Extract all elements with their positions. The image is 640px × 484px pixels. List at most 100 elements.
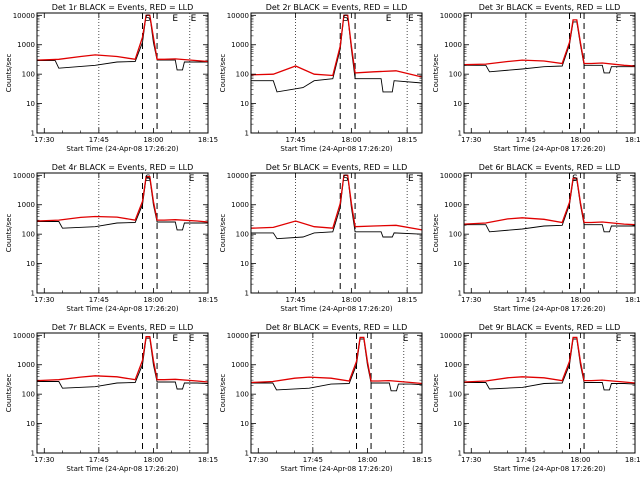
y-tick-label: 10000 [13,332,35,340]
y-tick-label: 1 [458,290,462,298]
x-axis-label: Start Time (24-Apr-08 17:26:20) [280,145,392,153]
x-tick-label: 18:15 [397,296,417,304]
y-tick-label: 10 [453,100,462,108]
y-tick-label: 10000 [13,172,35,180]
marker-s-1: S [572,174,578,184]
marker-s-1: S [343,14,349,24]
x-axis-label: Start Time (24-Apr-08 17:26:20) [280,465,392,473]
x-tick-label: 17:30 [461,136,481,144]
series-lld-line [463,19,636,67]
x-axis-label: Start Time (24-Apr-08 17:26:20) [66,465,178,473]
y-tick-label: 1 [31,290,35,298]
series-events-line [251,174,423,240]
series-lld-line [463,336,636,384]
y-axis-label: Counts/sec [432,54,440,93]
y-tick-label: 10000 [227,12,249,20]
x-axis-label: Start Time (24-Apr-08 17:26:20) [280,305,392,313]
x-tick-label: 17:30 [34,296,54,304]
x-axis-label: Start Time (24-Apr-08 17:26:20) [66,305,178,313]
marker-s-1: S [145,174,151,184]
marker-e-3: E [408,14,414,24]
y-axis-label: Counts/sec [5,374,13,413]
x-tick-label: 17:45 [89,136,109,144]
x-tick-label: 17:45 [89,456,109,464]
x-tick-label: 18:00 [341,296,361,304]
panel-title: Det 9r BLACK = Events, RED = LLD [479,323,621,332]
x-tick-label: 18:00 [143,136,163,144]
y-tick-label: 10000 [440,172,462,180]
y-tick-label: 1000 [17,41,35,49]
y-tick-label: 100 [22,71,35,79]
series-events-line [251,14,423,93]
marker-e-2: E [408,174,414,184]
x-tick-label: 17:30 [34,136,54,144]
y-tick-label: 10 [240,260,249,268]
y-tick-label: 1000 [444,201,462,209]
y-axis-label: Counts/sec [219,214,227,253]
y-tick-label: 1000 [231,201,249,209]
x-tick-label: 17:30 [34,456,54,464]
det-panel-5: Det 5r BLACK = Events, RED = LLD S E 17:45 1… [219,163,423,313]
marker-e-1: E [616,14,622,24]
plot-frame [36,172,209,294]
y-tick-label: 100 [22,231,35,239]
y-tick-label: 1 [245,130,249,138]
plot-frame [463,332,636,454]
x-tick-label: 18:15 [198,456,218,464]
y-tick-label: 1 [31,450,35,458]
x-axis-label: Start Time (24-Apr-08 17:26:20) [493,305,605,313]
series-events-line [37,177,208,231]
panel-title: Det 4r BLACK = Events, RED = LLD [52,163,194,172]
x-tick-label: 18:00 [570,136,590,144]
y-axis-label: Counts/sec [5,214,13,253]
det-panel-3: Det 3r BLACK = Events, RED = LLD E 17:30 17… [432,3,640,153]
series-events-line [37,337,209,390]
plot-frame [463,172,636,294]
y-tick-label: 10000 [227,332,249,340]
y-tick-label: 100 [236,71,249,79]
y-tick-label: 10000 [227,172,249,180]
x-axis-label: Start Time (24-Apr-08 17:26:20) [493,465,605,473]
marker-s-1: S [343,174,349,184]
x-axis-label: Start Time (24-Apr-08 17:26:20) [66,145,178,153]
y-tick-label: 10 [26,420,35,428]
y-tick-label: 100 [449,231,462,239]
x-tick-label: 18:15 [198,136,218,144]
x-axis-label: Start Time (24-Apr-08 17:26:20) [493,145,605,153]
x-tick-label: 17:45 [89,296,109,304]
y-tick-label: 1000 [231,41,249,49]
y-tick-label: 1 [245,290,249,298]
x-tick-label: 17:45 [516,136,536,144]
panel-title: Det 2r BLACK = Events, RED = LLD [266,3,408,12]
marker-e-2: E [616,174,622,184]
y-tick-label: 1 [458,450,462,458]
panel-title: Det 1r BLACK = Events, RED = LLD [52,3,194,12]
x-tick-label: 18:15 [397,136,417,144]
series-lld-line [250,14,423,78]
marker-e-1: E [403,334,409,344]
y-tick-label: 100 [449,71,462,79]
panel-title: Det 3r BLACK = Events, RED = LLD [479,3,621,12]
marker-e-1: E [172,334,178,344]
y-axis-label: Counts/sec [432,374,440,413]
series-events-line [37,14,208,71]
series-lld-line [36,14,209,63]
panel-title: Det 8r BLACK = Events, RED = LLD [266,323,408,332]
y-tick-label: 1 [245,450,249,458]
x-tick-label: 18:00 [357,456,377,464]
y-tick-label: 10 [240,420,249,428]
y-axis-label: Counts/sec [219,374,227,413]
y-axis-label: Counts/sec [432,214,440,253]
y-tick-label: 10 [240,100,249,108]
series-lld-line [250,336,423,385]
marker-e-1: E [616,334,622,344]
marker-e-2: E [189,174,195,184]
series-lld-line [250,174,423,231]
y-tick-label: 100 [236,391,249,399]
x-tick-label: 18:15 [625,456,640,464]
